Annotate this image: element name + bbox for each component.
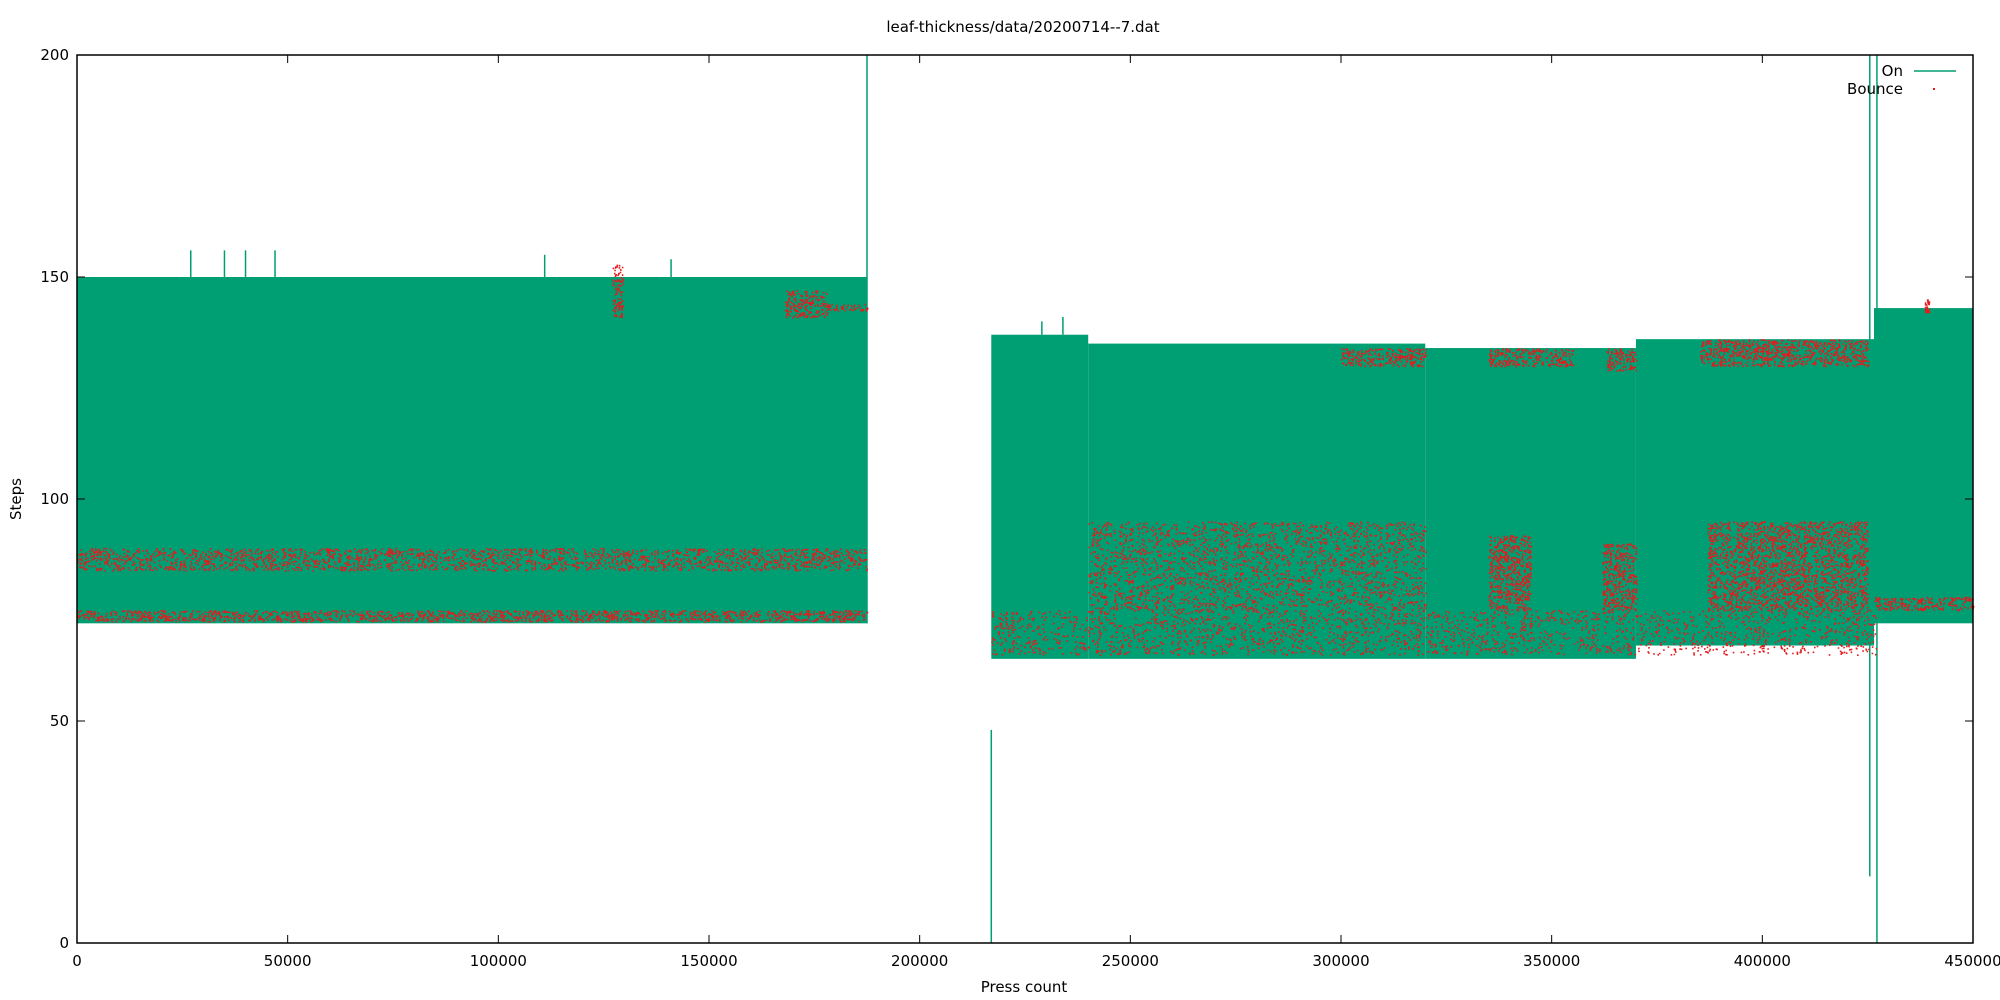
y-tick-label: 50 [50,712,69,730]
y-tick-label: 100 [40,490,69,508]
x-tick-label: 350000 [1523,952,1580,970]
x-tick-label: 450000 [1944,952,2000,970]
y-tick-label: 150 [40,268,69,286]
bounce-points [1924,299,1931,314]
x-tick-label: 250000 [1102,952,1159,970]
legend: On Bounce [1847,62,1956,98]
bounce-point-cloud [1606,348,1638,372]
x-tick-label: 50000 [264,952,312,970]
bounce-points [991,610,1878,656]
bounce-points [1088,521,1427,612]
y-tick-label: 200 [40,46,69,64]
bounce-point-cloud [1488,348,1575,368]
on-series-band [77,277,867,624]
y-tick-label: 0 [59,934,69,952]
x-tick-label: 150000 [680,952,737,970]
y-axis-label: Steps [7,478,25,520]
bounce-point-cloud [77,547,868,572]
bounce-points [1341,348,1427,368]
bounce-points [1606,348,1638,372]
axis-ticks: 0 50000 100000 150000 200000 250000 300000 3500… [40,46,2000,970]
bounce-points [827,303,869,312]
bounce-point-cloud [77,610,869,623]
on-series-band [1425,348,1636,659]
bounce-points [1602,543,1638,612]
bounce-points [1488,535,1533,612]
bounce-point-cloud [1874,596,1975,612]
bounce-point-cloud [1488,535,1533,612]
bounce-points [1700,339,1870,368]
legend-swatch-bounce [1933,88,1935,90]
x-tick-label: 300000 [1312,952,1369,970]
legend-label-on: On [1882,62,1903,80]
x-tick-label: 400000 [1734,952,1791,970]
bounce-point-cloud [1700,339,1870,368]
x-tick-label: 0 [72,952,82,970]
legend-label-bounce: Bounce [1847,80,1903,98]
bounce-point-cloud [612,264,625,319]
bounce-points [1874,596,1975,612]
bounce-point-cloud [1602,543,1638,612]
x-tick-label: 100000 [470,952,527,970]
bounce-points [784,290,829,319]
x-axis-label: Press count [981,978,1068,996]
on-series-band [1088,343,1426,659]
on-series-band [1873,308,1973,624]
bounce-points [1707,521,1870,612]
bounce-point-cloud [1924,299,1931,314]
bounce-point-cloud [827,303,869,312]
chart-title: leaf-thickness/data/20200714--7.dat [886,18,1159,36]
bounce-point-cloud [1088,521,1427,612]
plot-area [77,55,1975,943]
bounce-point-cloud [784,290,829,319]
bounce-points [612,264,625,319]
bounce-point-cloud [991,610,1878,656]
bounce-points [77,610,869,623]
x-tick-label: 200000 [891,952,948,970]
bounce-point-cloud [1341,348,1427,368]
on-series-band [991,334,1089,659]
bounce-points [77,547,868,572]
bounce-point-cloud [1707,521,1870,612]
bounce-points [1488,348,1575,368]
